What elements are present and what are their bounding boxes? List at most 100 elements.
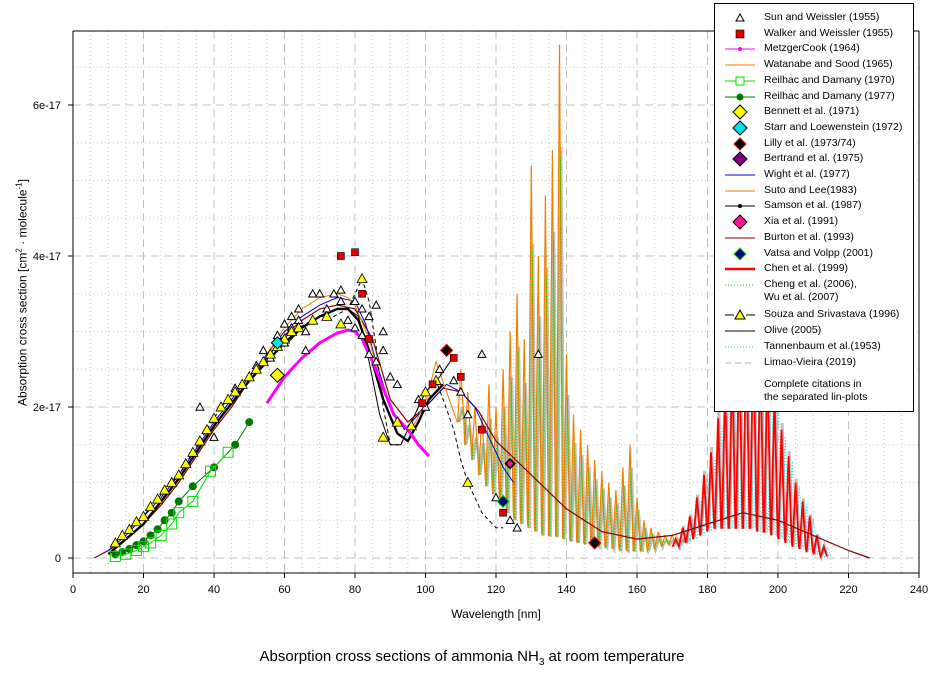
legend-label: Suto and Lee(1983) [764, 183, 857, 196]
data-point [336, 284, 346, 294]
legend-symbol [733, 136, 747, 151]
legend-marker [738, 204, 742, 209]
legend-marker [736, 93, 744, 100]
x-tick-label: 180 [698, 584, 716, 596]
legend-symbol [725, 284, 755, 286]
data-point [335, 318, 347, 329]
x-tick-label: 160 [628, 584, 646, 596]
legend-marker [733, 136, 747, 151]
legend-symbol [725, 267, 755, 271]
legend-label: Sun and Weissler (1955) [764, 11, 880, 23]
data-point [428, 380, 437, 389]
legend-symbol [735, 29, 745, 38]
legend-item: Wight et al. (1977) [715, 167, 913, 183]
data-point [357, 330, 367, 339]
legend-label: Xia et al. (1991) [764, 215, 839, 228]
legend-item: Vatsa and Volpp (2001) [715, 246, 913, 262]
y-label-sup: 2 [14, 248, 24, 253]
data-point [174, 497, 183, 506]
data-point [307, 314, 319, 325]
data-point [209, 432, 219, 441]
data-point [356, 272, 368, 284]
data-point [321, 310, 333, 321]
legend-label: Vatsa and Volpp (2001) [764, 246, 873, 259]
x-axis-label: Wavelength [nm] [451, 607, 541, 621]
legend-item: Sun and Weissler (1955) [715, 10, 913, 26]
data-point [350, 296, 360, 305]
data-point [350, 322, 360, 332]
data-point [462, 476, 474, 487]
legend-label: Limao-Vieira (2019) [764, 355, 857, 368]
data-point [478, 425, 486, 434]
legend-symbol [725, 76, 755, 86]
data-point [188, 482, 197, 491]
legend-symbol [725, 309, 755, 320]
legend-item: Limao-Vieira (2019) [715, 355, 913, 371]
legend-marker [732, 151, 748, 168]
legend-symbol [732, 104, 748, 120]
data-point [195, 401, 205, 411]
legend-marker [732, 104, 748, 120]
data-point [236, 378, 248, 389]
data-point [269, 367, 286, 383]
data-point [229, 386, 241, 397]
legend-label: Reilhac and Damany (1970) [764, 73, 895, 86]
legend-label: Chen et al. (1999) [764, 262, 849, 275]
data-point [130, 544, 142, 556]
data-point [215, 401, 227, 412]
legend-item: Olive (2005) [715, 323, 913, 339]
data-point [222, 446, 234, 458]
legend-marker [732, 120, 748, 136]
legend-label: MetzgerCook (1964) [764, 42, 860, 55]
x-tick-label: 140 [557, 584, 575, 596]
data-point [499, 508, 507, 517]
data-point [180, 457, 192, 469]
y-tick-label: 6e-17 [33, 100, 61, 112]
legend-label: Burton et al. (1993) [764, 230, 854, 243]
legend-symbol [725, 64, 755, 66]
data-point [264, 348, 277, 359]
y-axis-label: Absorption cross section [cm2 · molecule… [15, 133, 30, 453]
cheng-band [458, 157, 691, 553]
legend-item: Cheng et al. (2006), Wu et al. (2007) [715, 277, 913, 303]
data-point [250, 363, 262, 374]
legend-note: Complete citations in the separated lin-… [764, 378, 868, 403]
data-point [533, 349, 544, 358]
data-point [418, 399, 426, 408]
series-line [266, 293, 469, 431]
x-tick-label: 200 [769, 584, 787, 596]
data-point [419, 386, 432, 397]
data-point [293, 303, 304, 313]
legend-symbol [725, 47, 755, 52]
legend-symbol [725, 237, 755, 239]
data-point [187, 446, 199, 457]
x-tick-label: 40 [208, 584, 220, 596]
legend-item: Chen et al. (1999) [715, 261, 913, 277]
x-tick-label: 240 [910, 584, 928, 596]
data-point [358, 289, 366, 298]
legend-marker [732, 214, 748, 230]
series-markers [109, 248, 602, 550]
data-point [439, 343, 454, 358]
data-point [300, 345, 311, 355]
x-tick-label: 80 [349, 584, 361, 596]
data-point [286, 311, 297, 321]
data-point [351, 248, 359, 257]
series-line [265, 328, 431, 458]
data-point [160, 516, 169, 525]
data-point [456, 372, 465, 381]
legend-marker [735, 12, 745, 22]
data-point [405, 420, 418, 431]
data-point [279, 318, 290, 328]
legend-item: Souza and Srivastava (1996) [715, 307, 913, 323]
y-label-text: Absorption cross section [cm [15, 252, 30, 407]
data-point [462, 409, 473, 419]
data-point [144, 500, 157, 512]
data-point [166, 476, 178, 487]
data-point [307, 288, 318, 298]
data-point [357, 303, 367, 313]
data-point [505, 458, 515, 469]
data-point [448, 375, 459, 385]
legend-item: Suto and Lee(1983) [715, 183, 913, 199]
legend-item: Tannenbaum et al.(1953) [715, 339, 913, 355]
